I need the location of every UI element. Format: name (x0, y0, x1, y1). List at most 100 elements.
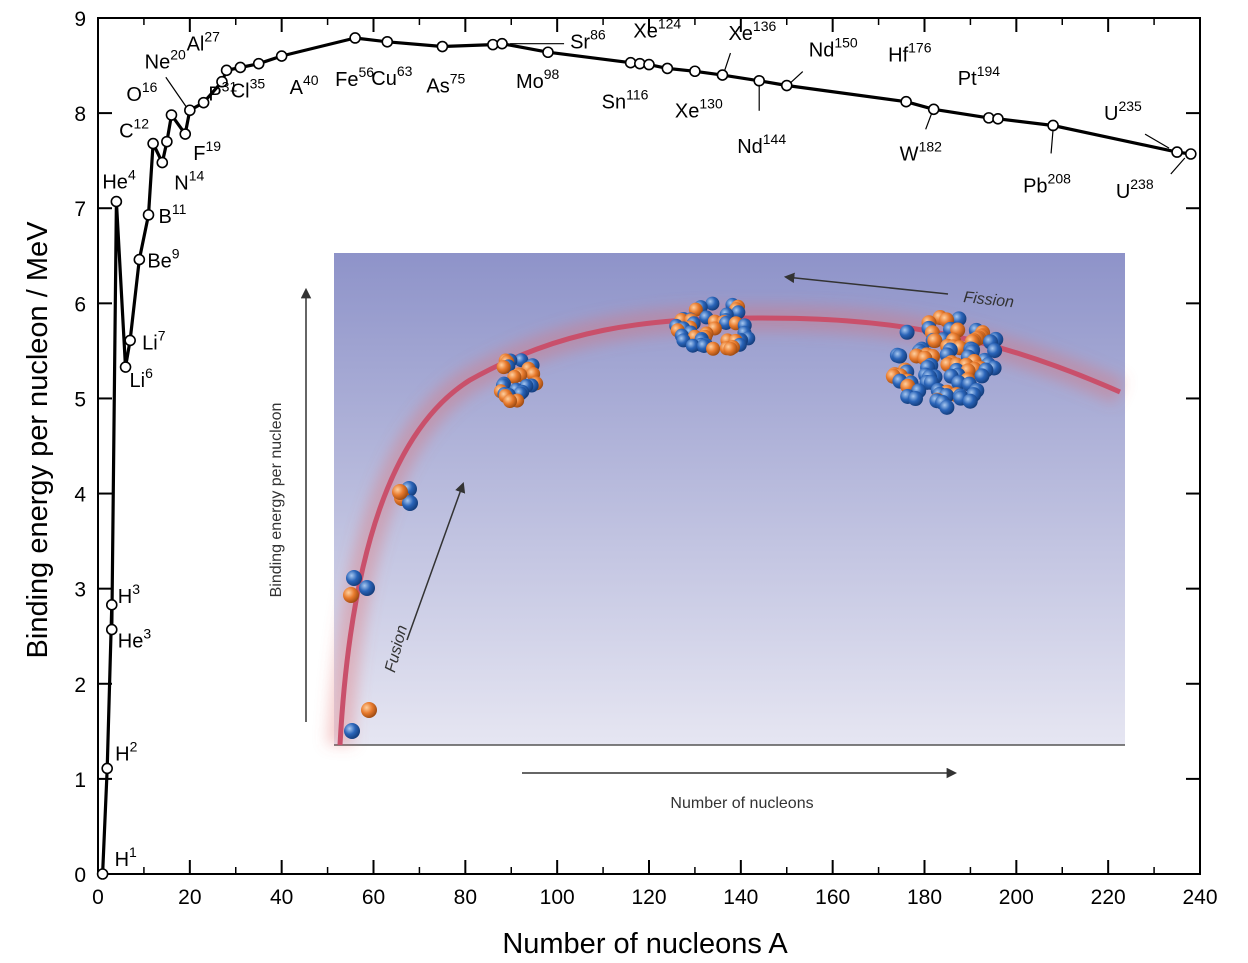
point-label: Nd150 (809, 35, 858, 62)
data-point (436, 40, 449, 53)
x-tick-label: 0 (92, 886, 104, 909)
y-tick-label: 4 (74, 484, 86, 507)
label-leader (790, 71, 804, 83)
series-line (101, 36, 1192, 875)
data-point (1185, 148, 1197, 160)
markers-group (96, 32, 1197, 880)
data-point (156, 156, 169, 169)
point-label: A40 (290, 72, 319, 99)
neutron-ball (346, 570, 362, 586)
point-label: U238 (1116, 176, 1154, 203)
data-point (542, 46, 554, 59)
point-label: Pt194 (958, 63, 1000, 90)
data-point (753, 74, 766, 87)
proton-ball (503, 393, 518, 408)
point-label: Ne20 (145, 46, 186, 73)
x-axis-title: Number of nucleons A (502, 928, 788, 960)
inset-x-label: Number of nucleons (670, 795, 813, 812)
x-tick-label: 160 (815, 886, 850, 909)
data-point (220, 64, 233, 77)
data-point (780, 79, 793, 92)
neutron-ball (705, 296, 720, 311)
point-labels-group: H2 H3 He3 He4 Li6 Li7 Be9 B11 C12 N14 O16 F19 Ne20 Al… (102, 15, 1186, 871)
data-point (716, 69, 729, 81)
data-point (381, 35, 394, 48)
neutron-ball (974, 368, 990, 384)
label-leader (925, 113, 933, 130)
data-point (275, 50, 288, 62)
neutron-ball (685, 338, 700, 353)
data-point (96, 868, 109, 880)
data-point (105, 599, 118, 611)
point-label: Sn116 (602, 87, 649, 114)
label-leader (1050, 129, 1054, 154)
data-point (900, 95, 912, 108)
point-label: Xe130 (675, 95, 723, 122)
x-tick-label: 240 (1182, 886, 1217, 909)
point-label: Nd144 (737, 131, 786, 158)
data-point (643, 58, 655, 71)
inset-y-label: Binding energy per nucleon (268, 403, 285, 598)
data-point (133, 253, 146, 266)
point-label: Cu63 (371, 63, 412, 90)
data-point (927, 103, 940, 116)
neutron-ball (962, 393, 978, 409)
proton-ball (496, 360, 511, 375)
fission-arrow (783, 272, 949, 295)
point-label: F19 (193, 138, 221, 165)
proton-ball (706, 341, 721, 356)
y-axis-title: Binding energy per nucleon / MeV (22, 221, 54, 659)
neutron-ball (899, 324, 915, 340)
point-label: Pb208 (1023, 170, 1071, 197)
point-label: B11 (159, 201, 187, 228)
x-tick-label: 80 (454, 886, 477, 909)
data-point (119, 361, 132, 373)
data-point (496, 37, 508, 50)
x-tick-label: 140 (723, 886, 758, 909)
data-point (1047, 119, 1059, 132)
neutron-ball (939, 399, 955, 415)
y-tick-label: 9 (74, 8, 86, 31)
point-label: Sr86 (570, 27, 606, 54)
x-tick-label: 40 (270, 886, 293, 909)
fission-label: Fission (963, 289, 1015, 311)
data-point (234, 61, 247, 74)
y-tick-label: 7 (74, 198, 86, 221)
neutron-ball (987, 343, 1003, 359)
data-point (1171, 146, 1183, 158)
point-label: Hf176 (888, 40, 932, 67)
proton-ball (723, 341, 738, 356)
point-label: He3 (118, 626, 152, 653)
data-point (142, 209, 155, 221)
proton-ball (343, 587, 359, 603)
point-label: U235 (1104, 98, 1142, 125)
label-leader (1170, 157, 1186, 175)
neutron-ball (892, 348, 908, 364)
nuclei-group (343, 296, 1004, 739)
data-point (216, 75, 228, 88)
y-tick-label: 3 (74, 579, 86, 602)
point-label: Be9 (147, 246, 179, 273)
point-label: H2 (115, 738, 137, 765)
y-tick-label: 2 (74, 674, 86, 697)
point-label: Li6 (130, 365, 154, 392)
neutron-ball (731, 305, 746, 320)
neutron-ball (907, 391, 923, 407)
x-tick-label: 220 (1091, 886, 1126, 909)
data-point (689, 65, 701, 78)
y-tick-label: 1 (74, 769, 86, 792)
point-label: P31 (208, 78, 237, 105)
point-label: Li7 (142, 327, 166, 354)
data-point (101, 762, 113, 775)
point-label: Cl35 (231, 76, 266, 103)
point-label: O16 (126, 79, 157, 106)
data-point (661, 62, 674, 75)
label-leader (723, 52, 732, 72)
proton-ball (361, 702, 377, 718)
y-tick-label: 8 (74, 103, 86, 126)
axes-group: 0 20 40 60 80 100 120 140 160 180 200 220 240 0 1 2 3 4 5 6… (74, 8, 1217, 909)
x-tick-label: 20 (178, 886, 201, 909)
point-label: Fe56 (335, 64, 374, 91)
data-point (349, 32, 361, 44)
